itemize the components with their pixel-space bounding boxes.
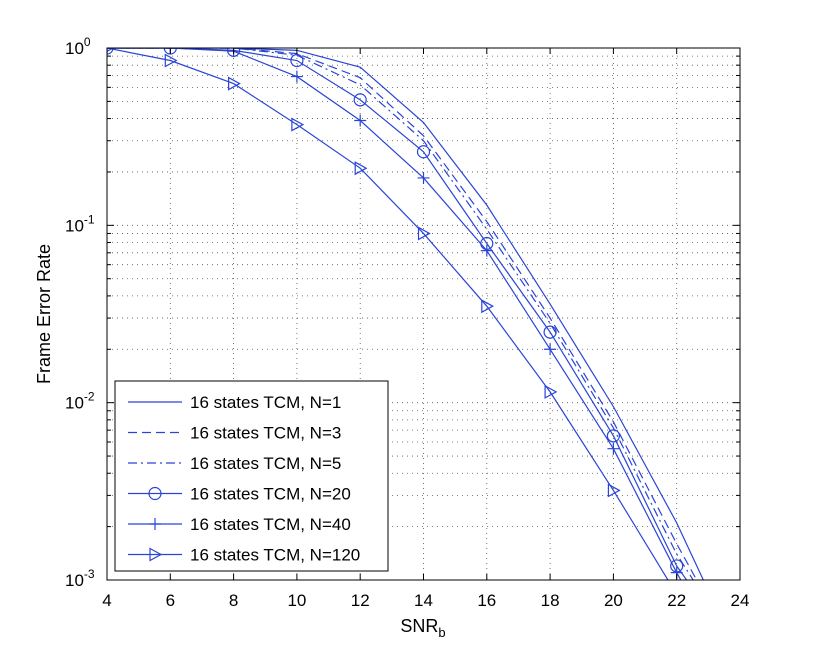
data-point-triangle-right	[291, 117, 305, 132]
x-tick-label: 12	[351, 591, 370, 610]
data-point-circle	[290, 53, 304, 68]
data-point-circle	[543, 325, 557, 339]
x-tick-label: 8	[229, 591, 238, 610]
legend-entry: 16 states TCM, N=120	[128, 546, 360, 565]
series-2	[107, 48, 698, 580]
series-line	[107, 48, 694, 580]
legend-label: 16 states TCM, N=120	[190, 546, 360, 565]
x-tick-label: 4	[102, 591, 111, 610]
legend-label: 16 states TCM, N=20	[190, 485, 351, 504]
data-point-triangle-right	[228, 76, 241, 91]
series-3	[107, 48, 694, 580]
data-point-circle	[606, 429, 621, 443]
legend-marker	[149, 547, 163, 562]
x-axis-label-main: SNR	[400, 616, 438, 636]
legend-label: 16 states TCM, N=40	[190, 515, 351, 534]
legend-marker	[149, 518, 161, 530]
x-axis-label-subscript: b	[438, 625, 445, 640]
data-point-plus	[480, 244, 493, 257]
legend-entry: 16 states TCM, N=40	[128, 515, 351, 534]
legend-marker	[148, 486, 162, 501]
data-point-plus	[354, 114, 367, 127]
series-1	[107, 48, 705, 580]
data-point-plus	[290, 70, 303, 83]
data-point-circle	[353, 93, 367, 107]
x-tick-label: 22	[667, 591, 686, 610]
data-point-plus	[607, 442, 620, 455]
legend-label: 16 states TCM, N=1	[190, 393, 341, 412]
series-line	[107, 48, 705, 580]
legend-entry: 16 states TCM, N=1	[128, 393, 341, 412]
x-axis-label: SNRb	[400, 616, 445, 640]
legend-entry: 16 states TCM, N=20	[128, 485, 351, 504]
y-tick-label: 10-3	[65, 567, 95, 590]
y-tick-label: 10-1	[65, 212, 95, 235]
ticks	[106, 47, 741, 581]
y-axis-label: Frame Error Rate	[34, 244, 54, 384]
x-tick-label: 14	[414, 591, 433, 610]
y-tick-labels: 100 10-1 10-2 10-3	[65, 35, 95, 590]
x-tick-label: 20	[604, 591, 623, 610]
data-point-circle	[416, 145, 431, 159]
series-layer	[107, 48, 705, 580]
data-point-triangle-right	[354, 161, 368, 176]
data-point-triangle-right	[607, 483, 621, 498]
data-point-triangle-right	[164, 53, 178, 68]
legend-box	[114, 380, 389, 572]
data-point-triangle-right	[481, 299, 495, 314]
x-tick-label: 24	[731, 591, 750, 610]
y-tick-label: 10-2	[65, 390, 95, 413]
legend-entry: 16 states TCM, N=5	[128, 454, 341, 473]
data-point-triangle-right	[544, 384, 558, 399]
legend-label: 16 states TCM, N=3	[190, 424, 341, 443]
data-point-plus	[544, 343, 557, 356]
legend-entry: 16 states TCM, N=3	[128, 424, 341, 443]
x-tick-label: 18	[541, 591, 560, 610]
x-tick-label: 6	[166, 591, 175, 610]
x-tick-label: 10	[287, 591, 306, 610]
x-tick-labels: 4 6 8 10 12 14 16 18 20 22 24	[102, 591, 749, 610]
y-tick-label: 100	[65, 35, 91, 58]
x-tick-label: 16	[477, 591, 496, 610]
legend-label: 16 states TCM, N=5	[190, 454, 341, 473]
data-point-plus	[417, 171, 430, 184]
series-line	[107, 48, 669, 580]
series-line	[107, 48, 698, 580]
legend: 16 states TCM, N=1 16 states TCM, N=3 16 s…	[114, 380, 389, 572]
data-point-triangle-right	[417, 226, 431, 241]
